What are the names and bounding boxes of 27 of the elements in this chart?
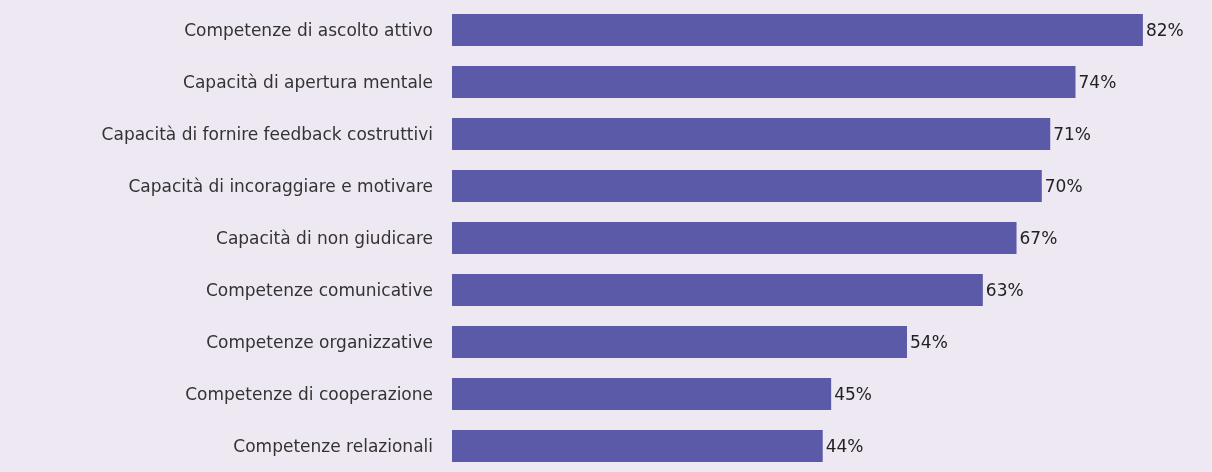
y-tick-label: Competenze organizzative	[206, 331, 433, 352]
y-tick-label: Competenze comunicative	[205, 279, 433, 300]
data-label: 63%	[985, 280, 1024, 300]
data-label: 67%	[1019, 228, 1058, 248]
data-label: 70%	[1044, 176, 1083, 196]
data-label: 71%	[1053, 124, 1092, 144]
bar	[452, 429, 823, 463]
bar	[452, 117, 1051, 151]
y-tick-label: Capacità di apertura mentale	[183, 71, 433, 92]
bar	[452, 169, 1042, 203]
bar	[452, 325, 907, 359]
y-tick-label: Competenze di cooperazione	[185, 383, 433, 404]
data-label: 82%	[1145, 20, 1184, 40]
y-tick-label: Competenze di ascolto attivo	[184, 19, 433, 40]
bar	[452, 221, 1017, 255]
data-label: 54%	[909, 332, 948, 352]
y-tick-label: Capacità di incoraggiare e motivare	[128, 175, 433, 196]
bar	[452, 65, 1076, 99]
bar	[452, 13, 1143, 47]
y-tick-label: Capacità di fornire feedback costruttivi	[101, 123, 433, 144]
data-label: 74%	[1078, 72, 1117, 92]
y-tick-label: Capacità di non giudicare	[216, 227, 433, 248]
data-label: 44%	[825, 436, 864, 456]
bar	[452, 273, 983, 307]
data-label: 45%	[834, 384, 872, 404]
y-tick-label: Competenze relazionali	[233, 435, 433, 456]
bar	[452, 377, 832, 411]
